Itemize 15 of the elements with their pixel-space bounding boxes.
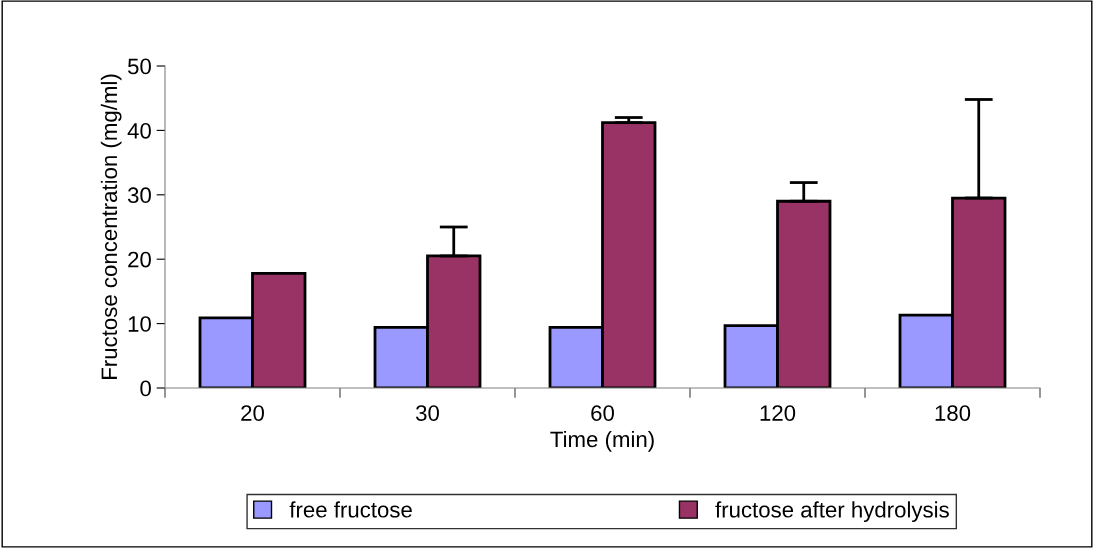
y-tick-label: 20 <box>128 251 151 268</box>
y-tick-label: 40 <box>127 122 151 139</box>
x-axis-title: Time (min) <box>550 430 654 452</box>
x-tick-label: 20 <box>241 405 264 421</box>
x-tick-label: 30 <box>415 405 439 421</box>
y-tick-label: 0 <box>140 380 151 397</box>
x-tick-label: 180 <box>935 405 971 421</box>
legend-label: fructose after hydrolysis <box>715 501 949 522</box>
y-axis-title: Fructose concentration (mg/ml) <box>100 74 122 379</box>
y-tick-label: 10 <box>128 316 151 332</box>
x-tick-label: 60 <box>591 405 614 421</box>
y-tick-label: 50 <box>127 58 151 75</box>
y-tick-label: 30 <box>127 187 151 204</box>
legend-label: free fructose <box>289 501 412 518</box>
x-tick-label: 120 <box>760 405 796 421</box>
